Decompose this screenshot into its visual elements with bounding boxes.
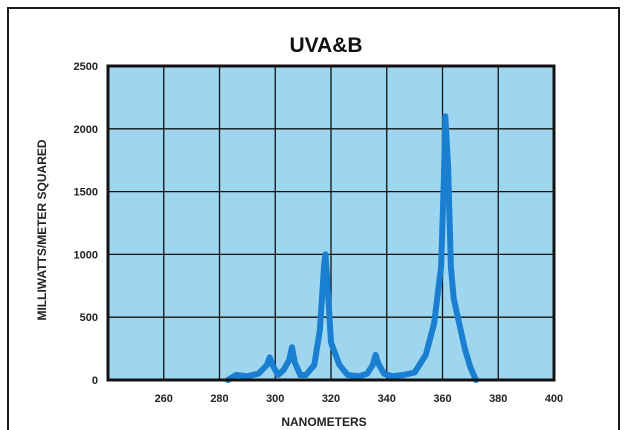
y-tick-label: 1000 (74, 249, 98, 261)
x-axis-label: NANOMETERS (281, 415, 366, 429)
y-tick-label: 1500 (74, 187, 98, 199)
y-tick-label: 2000 (74, 124, 98, 136)
y-tick-label: 500 (80, 312, 98, 324)
x-tick-label: 320 (322, 393, 340, 405)
x-tick-label: 400 (545, 393, 563, 405)
plot-border (106, 64, 556, 382)
y-axis-label: MILLIWATTS/METER SQUARED (35, 139, 49, 320)
chart-title: UVA&B (289, 34, 362, 57)
x-tick-label: 300 (266, 393, 284, 405)
x-tick-label: 260 (155, 393, 173, 405)
series-line (224, 113, 479, 383)
y-tick-label: 2500 (74, 61, 98, 73)
y-tick-labels: 0 500 1000 1500 2000 2500 (74, 61, 98, 387)
x-tick-label: 380 (489, 393, 507, 405)
x-tick-labels: 260 280 300 320 340 360 380 400 (155, 393, 564, 405)
x-tick-label: 360 (433, 393, 451, 405)
y-tick-label: 0 (92, 375, 98, 387)
x-tick-label: 280 (210, 393, 228, 405)
x-tick-label: 340 (378, 393, 396, 405)
